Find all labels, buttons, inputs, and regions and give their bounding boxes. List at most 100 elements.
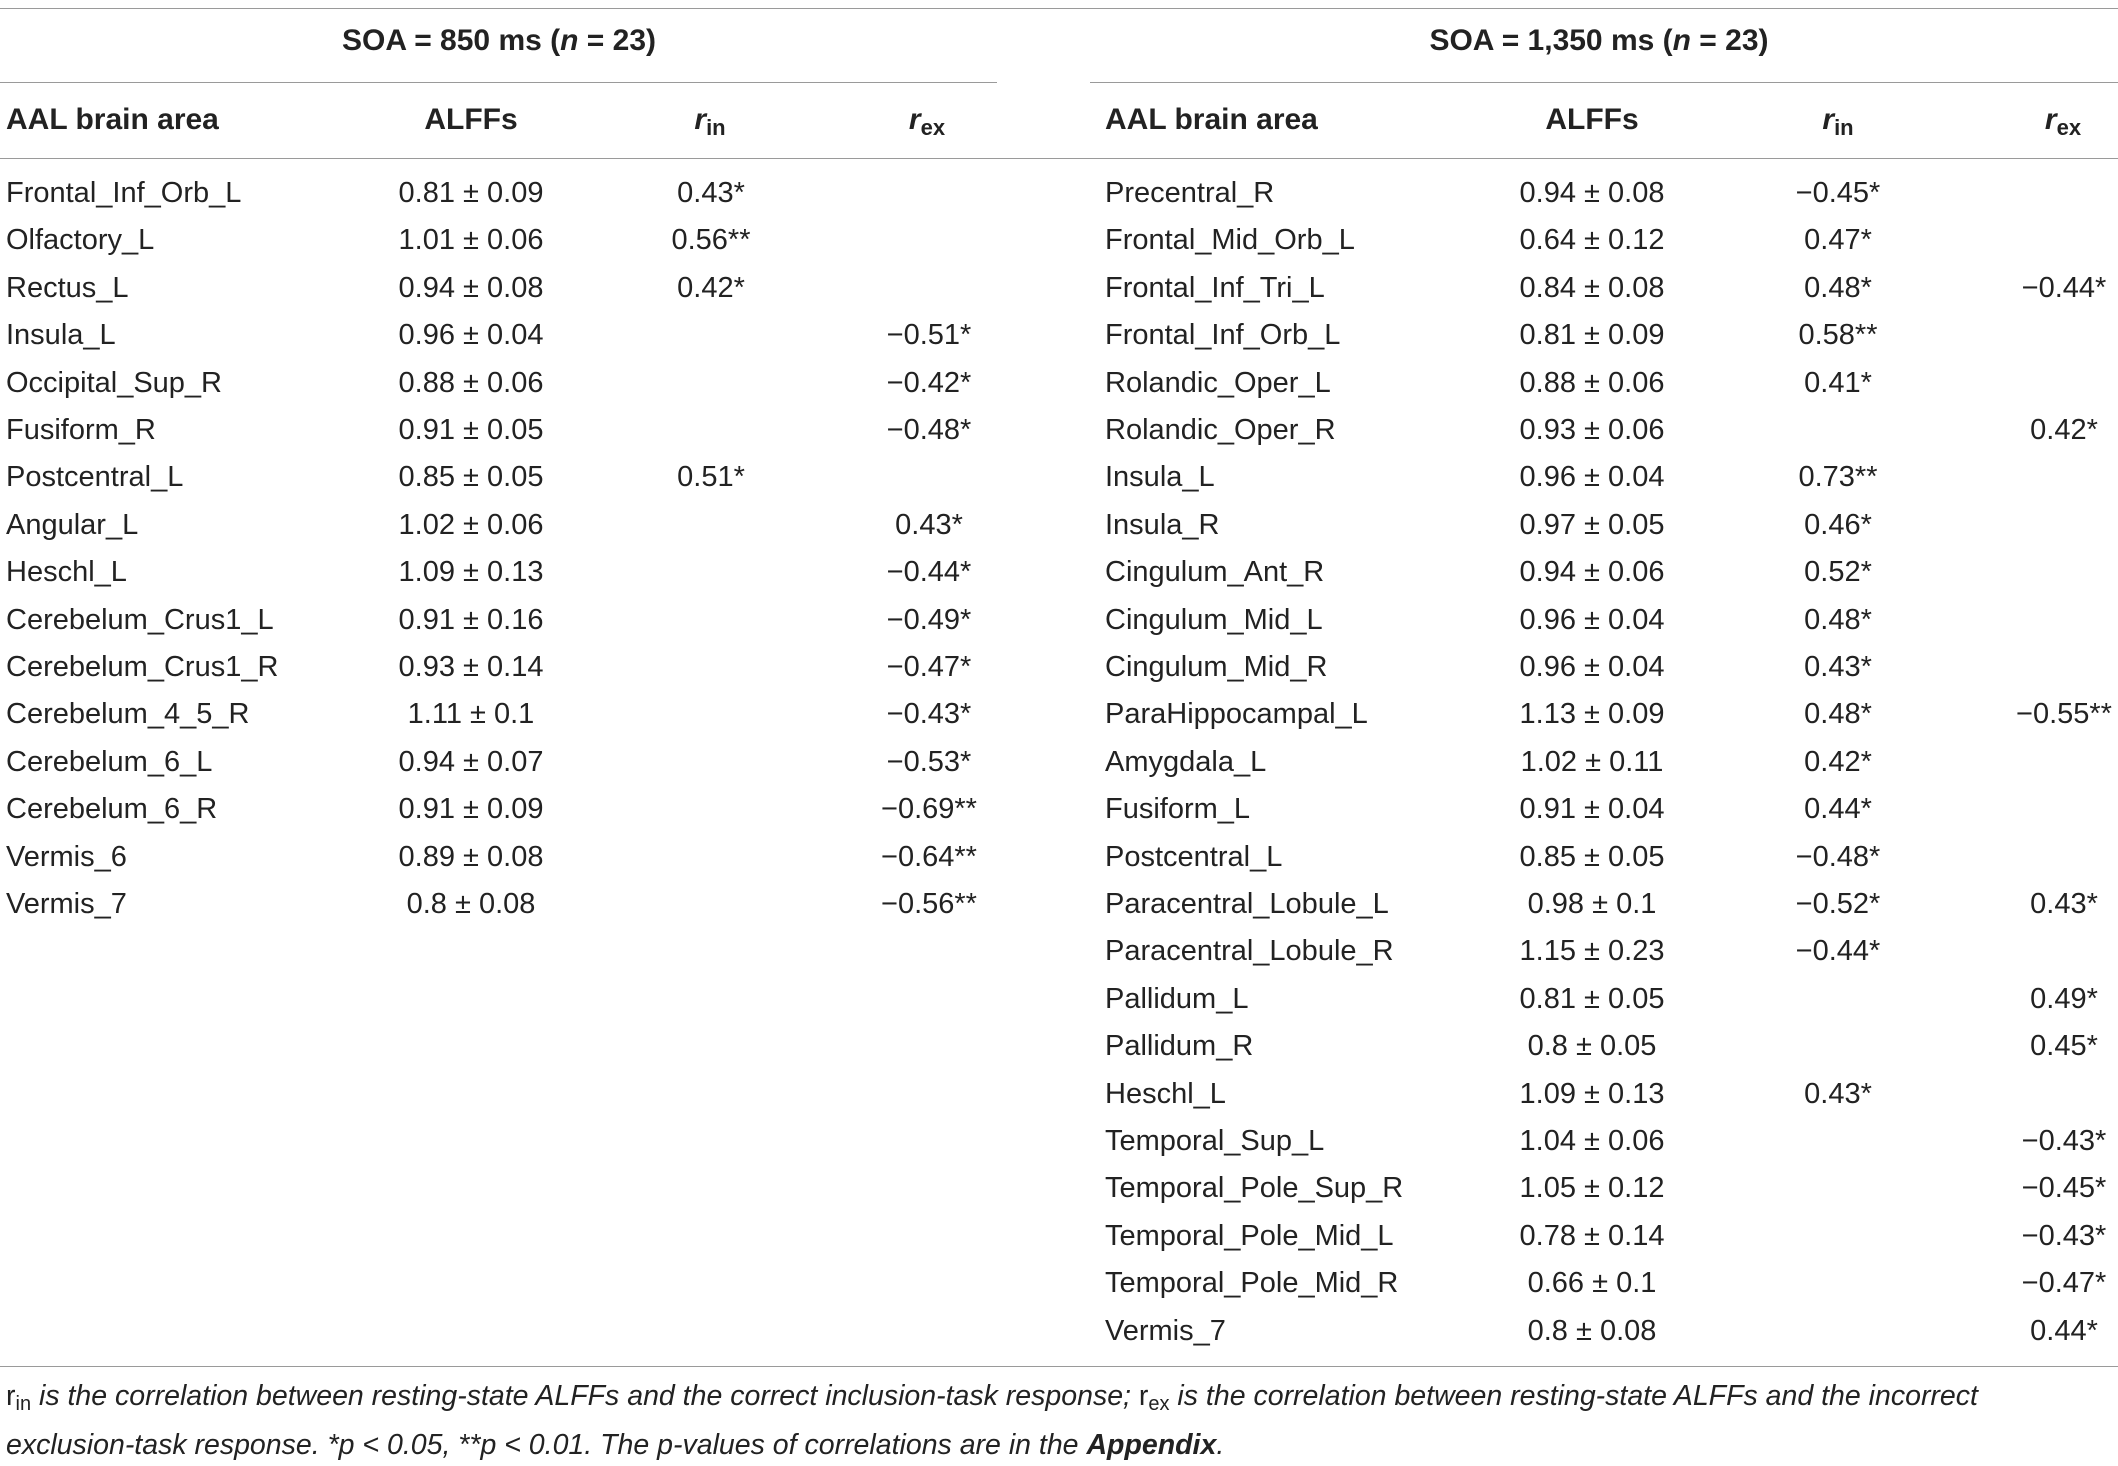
cell-area: Vermis_7 xyxy=(6,888,127,920)
cell-rex: −0.43* xyxy=(886,698,972,731)
left-group-title: SOA = 850 ms (n = 23) xyxy=(342,24,656,58)
table-row: Paracentral_Lobule_R 1.15 ± 0.23 −0.44* xyxy=(0,928,2118,975)
cell-area: Amygdala_L xyxy=(1105,745,1267,778)
appendix-link[interactable]: Appendix xyxy=(1086,1429,1217,1461)
cell-alffs: 1.02 ± 0.06 xyxy=(398,508,544,541)
cell-alffs: 0.88 ± 0.06 xyxy=(398,366,544,399)
cell-alffs: 0.96 ± 0.04 xyxy=(398,319,544,352)
cell-area: Postcentral_L xyxy=(1105,840,1283,873)
header-rule xyxy=(0,158,2118,159)
cell-area: Paracentral_Lobule_R xyxy=(1105,935,1394,968)
cell-area: Temporal_Pole_Sup_R xyxy=(1105,1172,1404,1205)
cell-area: ParaHippocampal_L xyxy=(1105,698,1368,731)
cell-rex: 0.43* xyxy=(895,508,963,541)
right-header-area: AAL brain area xyxy=(1105,103,1318,136)
table-row: Temporal_Pole_Mid_L 0.78 ± 0.14 −0.43* xyxy=(0,1213,2118,1260)
cell-rex: −0.47* xyxy=(886,651,972,683)
cell-rin: 0.41* xyxy=(1804,366,1872,399)
cell-rex: −0.56** xyxy=(881,888,977,920)
cell-rex: −0.43* xyxy=(2021,1125,2107,1157)
cell-alffs: 0.64 ± 0.12 xyxy=(1519,224,1665,257)
left-header-rin: rin xyxy=(694,103,725,141)
table-row: Temporal_Pole_Sup_R 1.05 ± 0.12 −0.45* xyxy=(0,1165,2118,1212)
table-row: Vermis_7 0.8 ± 0.08 −0.56** xyxy=(0,881,2118,928)
cell-rex: −0.51* xyxy=(886,319,972,352)
cell-area: Cingulum_Ant_R xyxy=(1105,556,1325,589)
cell-rex: −0.49* xyxy=(886,603,972,636)
table-row: Fusiform_R 0.91 ± 0.05 −0.48* xyxy=(0,407,2118,454)
top-rule-left xyxy=(0,8,2118,9)
cell-rin: −0.52* xyxy=(1795,888,1881,920)
cell-alffs: 0.84 ± 0.08 xyxy=(1519,271,1665,304)
cell-rin: 0.48* xyxy=(1804,603,1872,636)
table-row: Cingulum_Mid_L 0.96 ± 0.04 0.48* xyxy=(0,597,2118,644)
right-header-rin: rin xyxy=(1822,103,1853,141)
cell-area: Cerebelum_6_R xyxy=(6,793,218,826)
cell-alffs: 1.05 ± 0.12 xyxy=(1519,1172,1665,1205)
left-header-rex: rex xyxy=(909,103,945,141)
table-row: Insula_L 0.96 ± 0.04 0.73** xyxy=(0,454,2118,501)
cell-alffs: 1.11 ± 0.1 xyxy=(407,698,535,731)
cell-rin: 0.43* xyxy=(1804,1077,1872,1110)
cell-alffs: 0.91 ± 0.05 xyxy=(398,414,544,446)
group-title-n: n xyxy=(1672,24,1691,57)
group-rule-left xyxy=(0,82,997,83)
footnote-text: is the correlation between resting-state… xyxy=(31,1380,1139,1412)
table-row: Pallidum_L 0.81 ± 0.05 0.49* xyxy=(0,976,2118,1023)
footnote-r: r xyxy=(6,1380,16,1412)
cell-rex: −0.53* xyxy=(886,745,972,778)
cell-rin: 0.48* xyxy=(1804,698,1872,731)
cell-alffs: 0.94 ± 0.06 xyxy=(1519,556,1665,589)
table-row: Angular_L 1.02 ± 0.06 0.43* xyxy=(0,502,2118,549)
table-row: Paracentral_Lobule_L 0.98 ± 0.1 −0.52* 0.43… xyxy=(0,881,2118,928)
cell-area: Angular_L xyxy=(6,508,139,541)
cell-alffs: 0.8 ± 0.08 xyxy=(406,888,536,920)
cell-alffs: 1.02 ± 0.11 xyxy=(1520,745,1664,778)
cell-alffs: 0.94 ± 0.07 xyxy=(398,745,544,778)
table-row: Cingulum_Ant_R 0.94 ± 0.06 0.52* xyxy=(0,549,2118,596)
table-row: Frontal_Inf_Orb_L 0.81 ± 0.09 0.58** xyxy=(0,312,2118,359)
table-row: Precentral_R 0.94 ± 0.08 −0.45* xyxy=(0,170,2118,217)
cell-rin: −0.48* xyxy=(1795,840,1881,873)
cell-alffs: 0.78 ± 0.14 xyxy=(1519,1219,1665,1252)
cell-alffs: 0.88 ± 0.06 xyxy=(1519,366,1665,399)
group-title-text: = 23) xyxy=(1690,24,1769,57)
cell-area: Insula_L xyxy=(1105,461,1215,494)
cell-area: Pallidum_R xyxy=(1105,1030,1254,1063)
cell-rin: 0.43* xyxy=(1804,651,1872,683)
cell-alffs: 0.81 ± 0.09 xyxy=(398,177,544,209)
cell-alffs: 1.09 ± 0.13 xyxy=(398,556,544,589)
cell-area: Temporal_Sup_L xyxy=(1105,1125,1325,1157)
cell-rex: 0.45* xyxy=(2030,1030,2098,1063)
cell-area: Heschl_L xyxy=(1105,1077,1226,1110)
cell-alffs: 0.97 ± 0.05 xyxy=(1519,508,1665,541)
table-footnote: rin is the correlation between resting-s… xyxy=(6,1376,2106,1466)
cell-area: Frontal_Inf_Orb_L xyxy=(1105,319,1341,352)
cell-rex: 0.49* xyxy=(2030,982,2098,1015)
header-r: r xyxy=(2044,103,2057,136)
cell-area: Postcentral_L xyxy=(6,461,184,494)
table-row: Vermis_7 0.8 ± 0.08 0.44* xyxy=(0,1308,2118,1355)
cell-area: Cerebelum_Crus1_L xyxy=(6,603,274,636)
cell-rex: −0.47* xyxy=(2021,1267,2107,1300)
cell-rex: −0.48* xyxy=(886,414,972,446)
cell-area: Insula_L xyxy=(6,319,116,352)
table-row: Postcentral_L 0.85 ± 0.05 −0.48* xyxy=(0,834,2118,881)
right-header-alffs: ALFFs xyxy=(1545,103,1639,136)
cell-area: Frontal_Inf_Orb_L xyxy=(6,177,242,209)
cell-rex: −0.69** xyxy=(881,793,977,826)
cell-rin: 0.52* xyxy=(1804,556,1872,589)
cell-alffs: 0.96 ± 0.04 xyxy=(1519,603,1665,636)
cell-alffs: 0.91 ± 0.09 xyxy=(398,793,544,826)
footnote-sub: ex xyxy=(1148,1393,1170,1415)
header-sub: in xyxy=(1834,115,1854,140)
cell-alffs: 1.01 ± 0.06 xyxy=(398,224,544,257)
header-r: r xyxy=(908,103,921,136)
header-sub: ex xyxy=(2056,115,2082,140)
cell-alffs: 0.81 ± 0.05 xyxy=(1519,982,1665,1015)
cell-alffs: 1.13 ± 0.09 xyxy=(1519,698,1665,731)
cell-area: Frontal_Inf_Tri_L xyxy=(1105,271,1325,304)
cell-alffs: 0.66 ± 0.1 xyxy=(1527,1267,1657,1300)
table-row: Amygdala_L 1.02 ± 0.11 0.42* xyxy=(0,739,2118,786)
footnote-r: r xyxy=(1138,1380,1149,1412)
